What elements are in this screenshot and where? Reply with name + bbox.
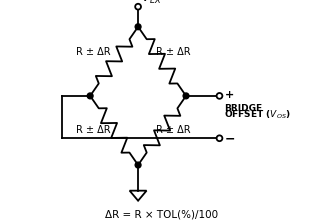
Circle shape bbox=[135, 4, 141, 10]
Text: −: − bbox=[224, 133, 235, 146]
Circle shape bbox=[135, 24, 141, 30]
Text: R ± ΔR: R ± ΔR bbox=[76, 47, 111, 57]
Text: +: + bbox=[224, 90, 234, 100]
Text: ΔR = R × TOL(%)/100: ΔR = R × TOL(%)/100 bbox=[105, 209, 218, 219]
Text: R ± ΔR: R ± ΔR bbox=[76, 126, 111, 135]
Text: OFFSET ($V_{OS}$): OFFSET ($V_{OS}$) bbox=[224, 109, 291, 121]
Circle shape bbox=[87, 93, 93, 99]
Text: BRIDGE: BRIDGE bbox=[224, 104, 263, 113]
Text: R ± ΔR: R ± ΔR bbox=[156, 126, 191, 135]
Circle shape bbox=[183, 93, 189, 99]
Text: $V_{EX}$: $V_{EX}$ bbox=[141, 0, 162, 6]
Circle shape bbox=[135, 162, 141, 168]
Circle shape bbox=[217, 135, 222, 141]
Text: R ± ΔR: R ± ΔR bbox=[156, 47, 191, 57]
Circle shape bbox=[217, 93, 222, 99]
